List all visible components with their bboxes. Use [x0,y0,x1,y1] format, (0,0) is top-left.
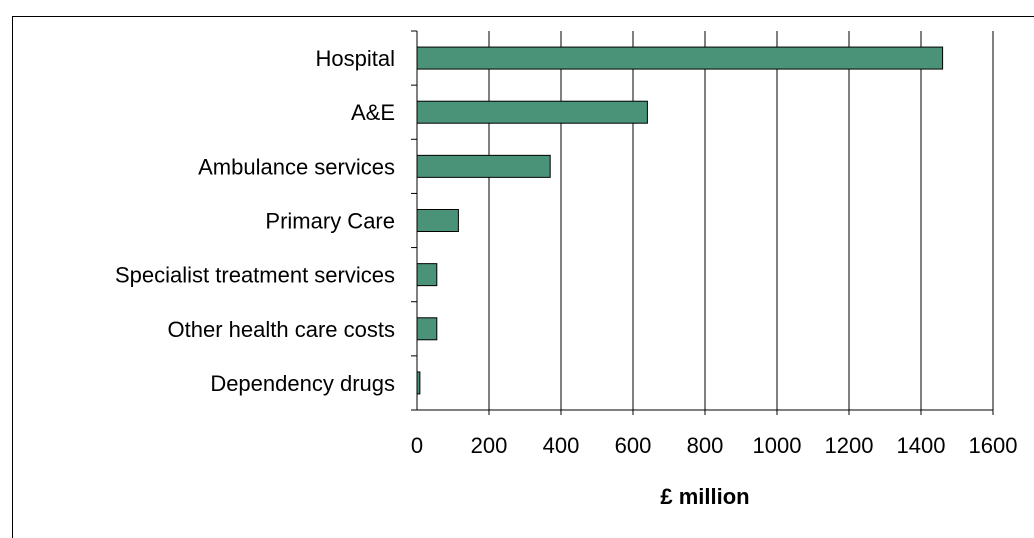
category-label: Dependency drugs [210,371,395,396]
bar [416,46,944,70]
category-label: Specialist treatment services [115,263,395,288]
bar [416,100,648,124]
gridlines [411,30,994,415]
bars [416,46,944,395]
category-label: A&E [351,100,395,125]
x-tick-label: 200 [471,433,508,458]
category-label: Ambulance services [198,154,395,179]
axes [416,31,993,411]
x-tick-label: 800 [687,433,724,458]
x-tick-label: 1000 [753,433,802,458]
category-label: Primary Care [265,209,395,234]
bar [416,317,438,341]
bar [416,209,459,232]
x-axis-title: £ million [660,484,749,509]
category-labels: Hospital A&E Ambulance services Primary Car… [115,46,395,396]
x-tick-label: 1400 [897,433,946,458]
bar [416,154,551,178]
x-tick-label: 600 [615,433,652,458]
x-tick-label: 1600 [969,433,1018,458]
x-tick-label: 0 [411,433,423,458]
x-tick-labels: 0 200 400 600 800 1000 1200 1400 1600 [411,433,1018,458]
x-tick-label: 400 [543,433,580,458]
category-label: Other health care costs [168,317,395,342]
category-label: Hospital [316,46,395,71]
x-tick-label: 1200 [825,433,874,458]
bar [416,263,438,287]
